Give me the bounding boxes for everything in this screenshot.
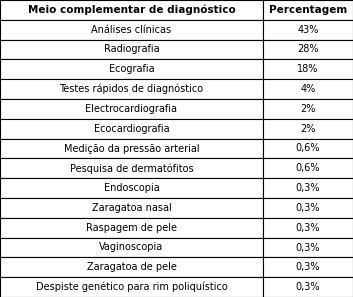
Bar (0, 119, 263, 139)
Bar (263, 99, 353, 119)
Text: Percentagem: Percentagem (269, 5, 347, 15)
Bar (263, 59, 353, 79)
Text: 43%: 43% (297, 25, 319, 35)
Text: 0,3%: 0,3% (296, 262, 320, 272)
Text: 4%: 4% (300, 84, 316, 94)
Text: Zaragatoa nasal: Zaragatoa nasal (92, 203, 171, 213)
Text: Radiografia: Radiografia (104, 45, 159, 55)
Bar (263, 178, 353, 198)
Bar (0, 198, 263, 218)
Text: Meio complementar de diagnóstico: Meio complementar de diagnóstico (28, 5, 235, 15)
Bar (0, 99, 263, 119)
Text: 0,6%: 0,6% (296, 163, 320, 173)
Text: Zaragatoa de pele: Zaragatoa de pele (86, 262, 176, 272)
Text: 18%: 18% (297, 64, 319, 74)
Text: 0,3%: 0,3% (296, 242, 320, 252)
Text: Despiste genético para rim poliquístico: Despiste genético para rim poliquístico (36, 282, 227, 292)
Bar (0, 257, 263, 277)
Text: 0,3%: 0,3% (296, 203, 320, 213)
Bar (263, 238, 353, 257)
Text: Medição da pressão arterial: Medição da pressão arterial (64, 143, 199, 154)
Text: 0,3%: 0,3% (296, 282, 320, 292)
Text: Endoscopia: Endoscopia (104, 183, 159, 193)
Text: 2%: 2% (300, 104, 316, 114)
Bar (263, 119, 353, 139)
Text: 2%: 2% (300, 124, 316, 134)
Bar (263, 79, 353, 99)
Bar (0, 59, 263, 79)
Text: 0,6%: 0,6% (296, 143, 320, 154)
Bar (263, 20, 353, 40)
Text: Pesquisa de dermatófitos: Pesquisa de dermatófitos (70, 163, 193, 173)
Bar (0, 40, 263, 59)
Text: Electrocardiografia: Electrocardiografia (85, 104, 178, 114)
Text: Análises clínicas: Análises clínicas (91, 25, 172, 35)
Text: 0,3%: 0,3% (296, 223, 320, 233)
Bar (0, 238, 263, 257)
Bar (263, 257, 353, 277)
Bar (0, 139, 263, 158)
Bar (263, 218, 353, 238)
Bar (0, 277, 263, 297)
Text: Raspagem de pele: Raspagem de pele (86, 223, 177, 233)
Bar (263, 0, 353, 20)
Bar (0, 0, 263, 20)
Text: 0,3%: 0,3% (296, 183, 320, 193)
Bar (0, 158, 263, 178)
Bar (263, 198, 353, 218)
Bar (0, 218, 263, 238)
Text: 28%: 28% (297, 45, 319, 55)
Bar (263, 40, 353, 59)
Bar (263, 158, 353, 178)
Text: Vaginoscopia: Vaginoscopia (99, 242, 164, 252)
Text: Ecografia: Ecografia (109, 64, 154, 74)
Bar (0, 178, 263, 198)
Bar (0, 20, 263, 40)
Text: Ecocardiografia: Ecocardiografia (94, 124, 169, 134)
Bar (0, 79, 263, 99)
Text: Testes rápidos de diagnóstico: Testes rápidos de diagnóstico (59, 84, 204, 94)
Bar (263, 277, 353, 297)
Bar (263, 139, 353, 158)
